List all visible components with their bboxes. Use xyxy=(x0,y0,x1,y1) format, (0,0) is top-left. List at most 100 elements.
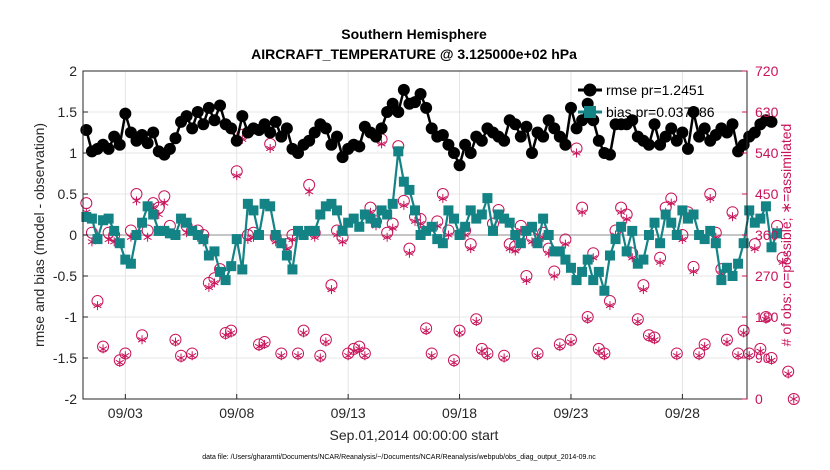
legend: rmse pr=1.2451 bias pr=0.037786 xyxy=(578,82,715,120)
bias-marker xyxy=(694,230,705,240)
obs-assimilated-marker xyxy=(583,314,592,324)
bias-marker xyxy=(538,213,549,224)
obs-assimilated-marker xyxy=(561,239,570,249)
bias-marker xyxy=(164,228,175,239)
obs-assimilated-marker xyxy=(121,351,130,361)
obs-assimilated-marker xyxy=(739,328,748,338)
obs-assimilated-marker xyxy=(655,257,665,267)
bias-marker xyxy=(432,234,443,245)
bias-marker xyxy=(532,238,543,249)
rmse-marker xyxy=(559,138,572,151)
bias-marker xyxy=(571,275,582,286)
obs-assimilated-marker xyxy=(171,337,180,347)
obs-assimilated-marker xyxy=(577,207,587,217)
rmse-marker xyxy=(225,122,238,135)
right-tick-label: 90 xyxy=(755,350,771,366)
bias-marker xyxy=(254,230,265,240)
rmse-series xyxy=(80,83,778,172)
bias-marker xyxy=(504,217,515,228)
left-tick-label: 0 xyxy=(69,227,77,243)
bias-marker xyxy=(699,234,710,245)
obs-assimilated-marker xyxy=(405,248,414,258)
obs-assimilated-marker xyxy=(750,244,759,254)
bias-marker xyxy=(304,225,315,236)
rmse-marker xyxy=(353,140,366,153)
rmse-marker xyxy=(147,126,160,139)
bias-marker xyxy=(599,285,610,296)
bias-marker xyxy=(242,198,253,209)
bias-marker xyxy=(320,201,331,212)
bias-marker xyxy=(371,217,382,228)
obs-assimilated-marker xyxy=(338,237,347,247)
bias-marker xyxy=(437,238,448,249)
rmse-marker xyxy=(113,138,126,151)
right-tick-label: 720 xyxy=(755,63,779,79)
rmse-marker xyxy=(420,101,433,114)
obs-assimilated-marker xyxy=(477,346,486,356)
rmse-marker xyxy=(397,83,410,96)
obs-assimilated-marker xyxy=(722,337,732,347)
bias-marker xyxy=(270,230,281,240)
bias-marker xyxy=(354,221,365,232)
obs-assimilated-marker xyxy=(132,196,141,206)
bias-marker xyxy=(120,254,131,265)
legend-rmse-label: rmse pr=1.2451 xyxy=(606,82,705,98)
bias-marker xyxy=(276,238,287,249)
bias-marker xyxy=(326,198,337,209)
rmse-marker xyxy=(498,134,511,147)
bias-marker xyxy=(114,238,125,249)
obs-assimilated-marker xyxy=(728,212,737,222)
bias-marker xyxy=(476,209,487,220)
bias-marker xyxy=(493,209,504,220)
obs-assimilated-marker xyxy=(511,246,520,256)
bias-marker xyxy=(176,213,187,224)
obs-assimilated-marker xyxy=(594,346,603,356)
obs-assimilated-marker xyxy=(639,285,648,295)
rmse-marker xyxy=(163,142,176,155)
bias-marker xyxy=(137,217,148,228)
bias-marker xyxy=(86,213,97,224)
obs-assimilated-marker xyxy=(299,328,308,338)
legend-rmse-marker xyxy=(583,83,597,97)
obs-assimilated-marker xyxy=(321,337,331,347)
bias-series xyxy=(81,146,783,296)
obs-assimilated-marker xyxy=(293,351,303,361)
bias-marker xyxy=(209,246,220,257)
bias-marker xyxy=(733,258,744,269)
obs-assimilated-marker xyxy=(305,187,314,197)
right-axis-ticks: 0 90 180 270 360 450 540 630 720 xyxy=(742,63,779,407)
left-tick-label: 1 xyxy=(69,145,77,161)
obs-assimilated-marker xyxy=(784,369,793,379)
obs-assimilated-marker xyxy=(700,342,709,352)
bias-marker xyxy=(499,213,510,224)
bias-marker xyxy=(627,225,638,236)
bias-marker xyxy=(660,209,671,220)
obs-assimilated-marker xyxy=(355,344,364,354)
obs-assimilated-marker xyxy=(204,282,214,292)
right-tick-label: 630 xyxy=(755,104,779,120)
bias-marker xyxy=(332,205,343,216)
bias-marker xyxy=(393,146,404,157)
rmse-marker xyxy=(514,130,527,143)
x-tick-label: 09/13 xyxy=(331,405,366,421)
bias-marker xyxy=(92,234,103,245)
bias-marker xyxy=(738,238,749,249)
obs-assimilated-marker xyxy=(115,358,124,368)
obs-assimilated-marker xyxy=(438,194,448,204)
obs-assimilated-marker xyxy=(382,232,392,242)
rmse-marker xyxy=(626,114,639,127)
obs-assimilated-marker xyxy=(188,351,197,361)
obs-assimilated-marker xyxy=(316,353,325,363)
obs-assimilated-marker xyxy=(644,333,654,342)
bias-marker xyxy=(454,230,465,240)
obs-assimilated-marker xyxy=(160,198,169,208)
rmse-marker xyxy=(509,118,522,131)
bias-marker xyxy=(131,230,142,240)
bias-marker xyxy=(526,221,537,232)
bias-marker xyxy=(716,275,727,286)
bias-marker xyxy=(643,230,654,240)
rmse-marker xyxy=(392,106,405,118)
bias-marker xyxy=(655,238,666,249)
rmse-marker xyxy=(726,118,739,131)
